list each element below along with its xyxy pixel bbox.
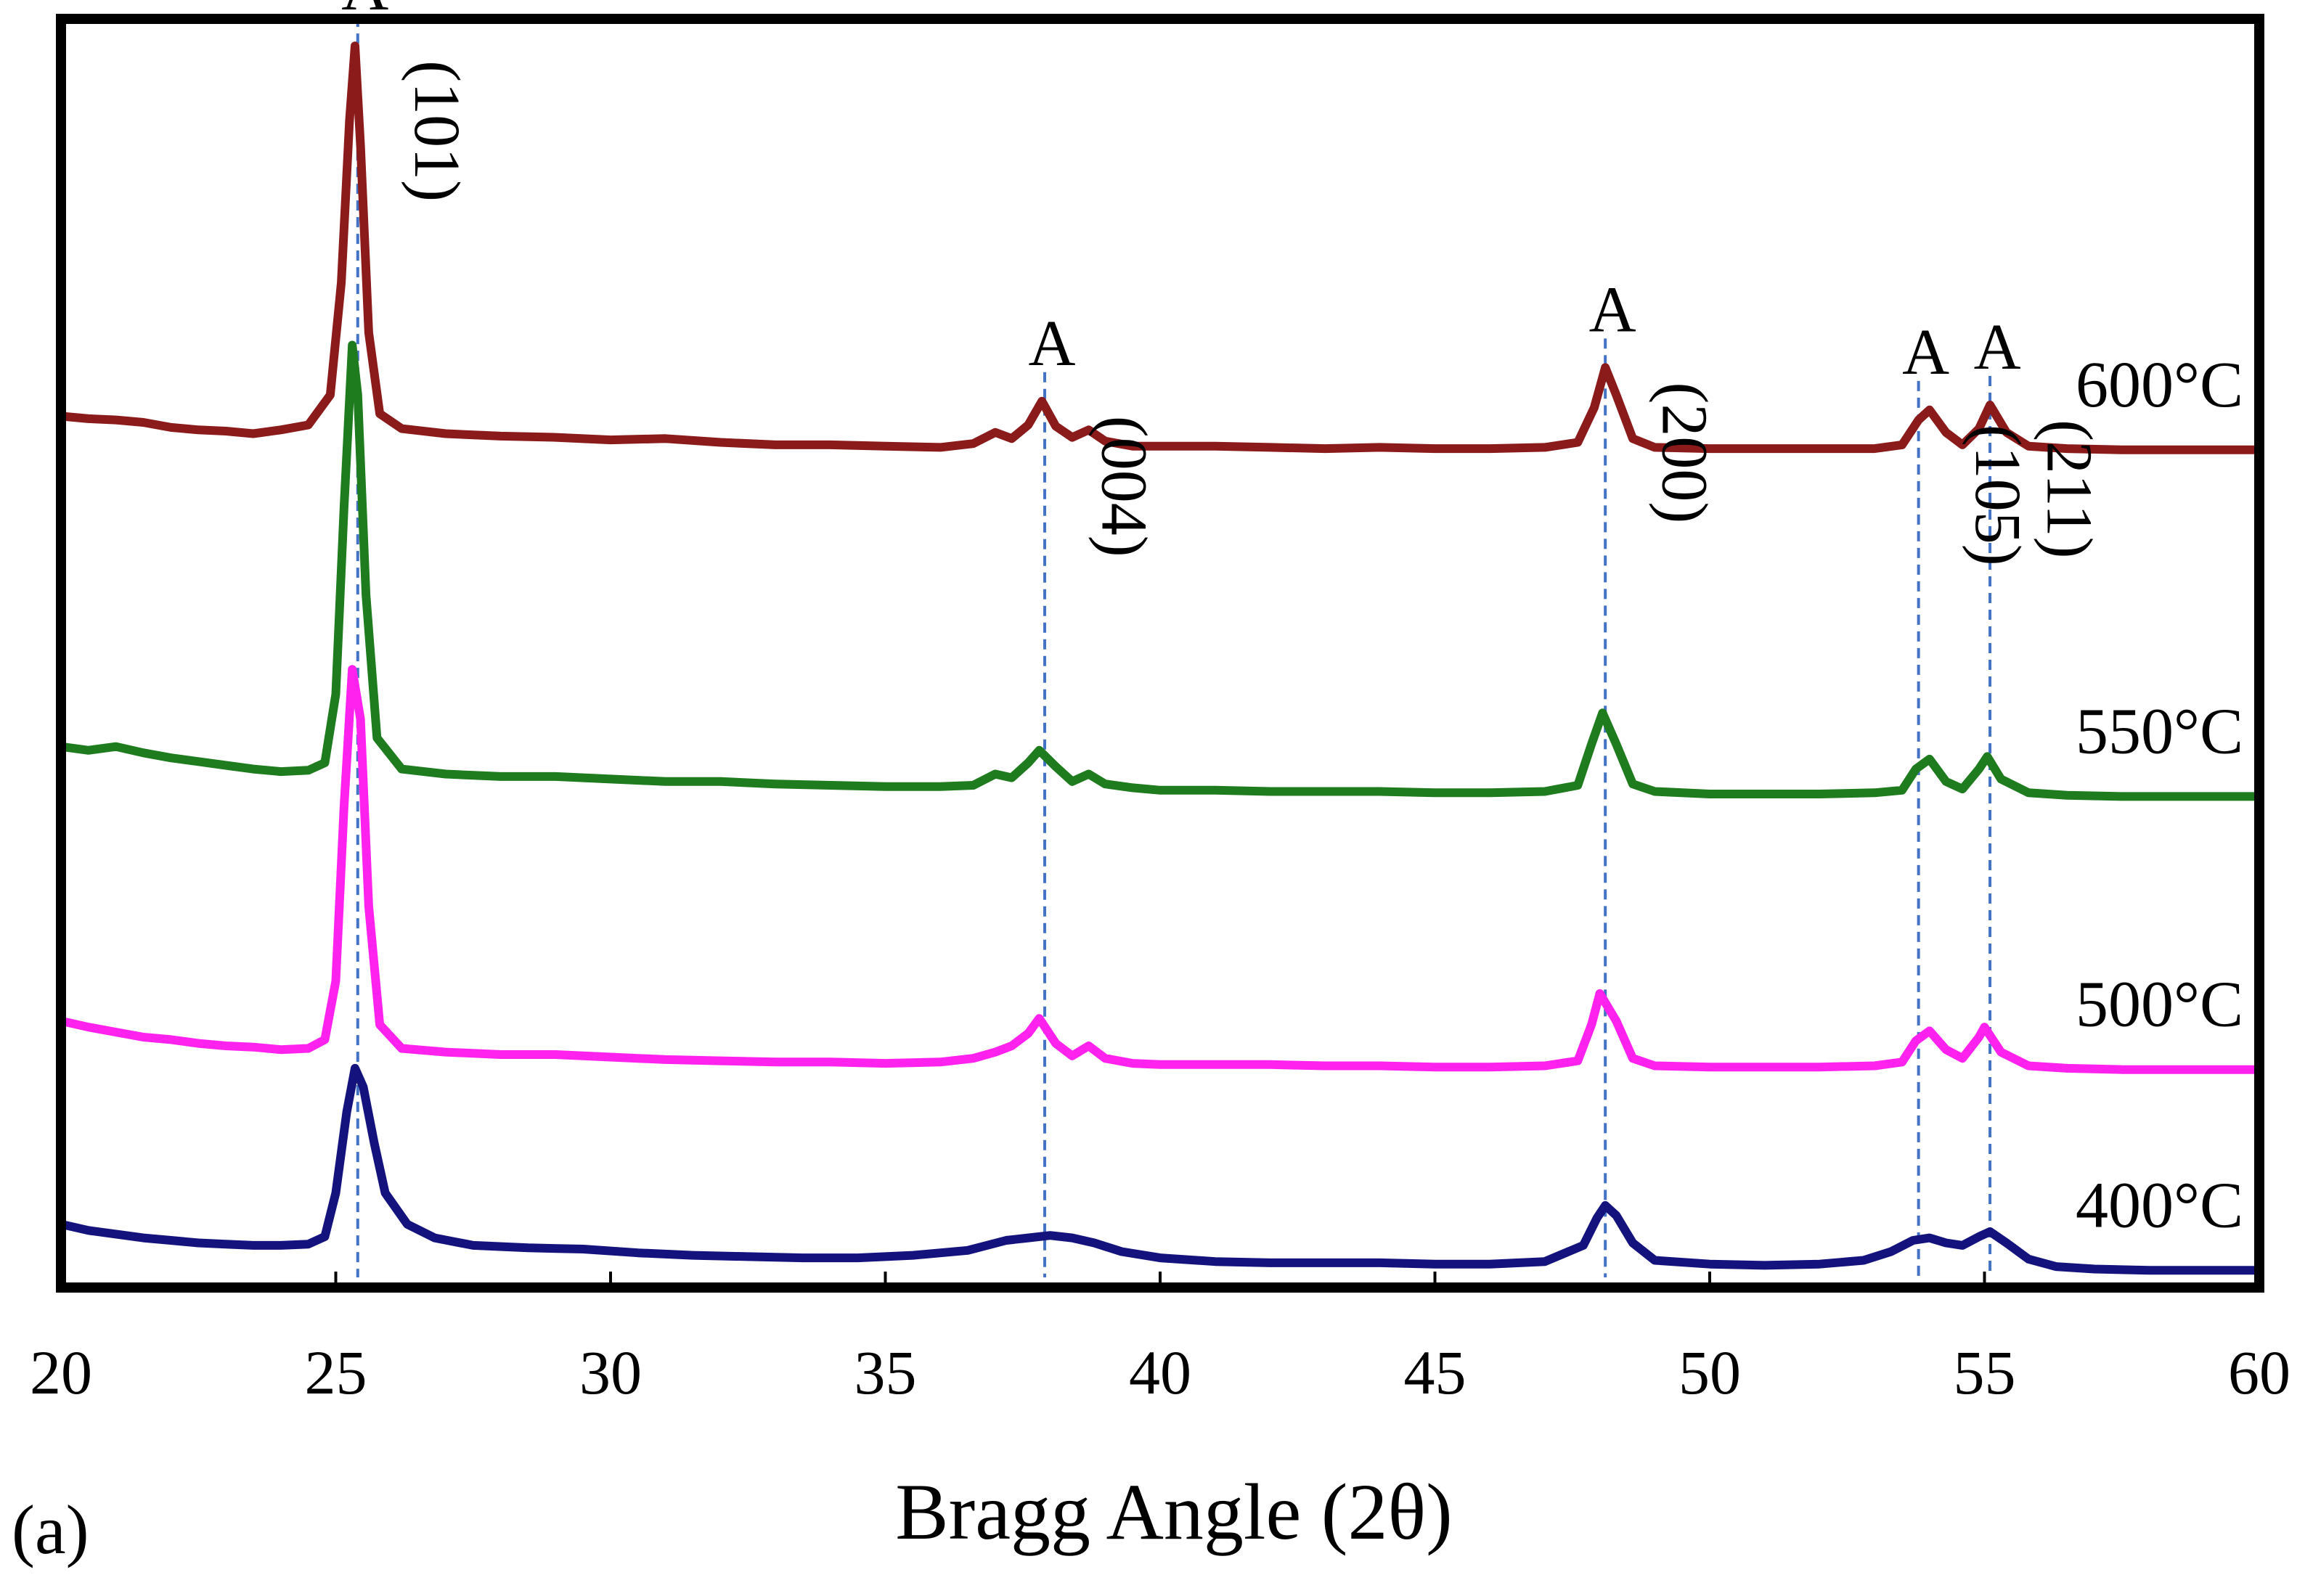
x-tick-label-20: 20 — [30, 1338, 92, 1407]
x-tick-label-30: 30 — [579, 1338, 642, 1407]
series-line-500°C — [57, 665, 2264, 1074]
x-tick-label-35: 35 — [854, 1338, 917, 1407]
hkl-label-(211): (211) — [2033, 420, 2105, 559]
x-tick-label-45: 45 — [1404, 1338, 1466, 1407]
x-axis-title: Bragg Angle (2θ) — [895, 1468, 1453, 1556]
series-line-400°C — [57, 1063, 2264, 1275]
hkl-label-(101): (101) — [401, 60, 473, 202]
phase-label-(211): A — [1974, 311, 2021, 383]
series-label-600°C: 600°C — [2076, 349, 2243, 421]
panel-label: (a) — [12, 1491, 89, 1568]
series-label-500°C: 500°C — [2076, 969, 2243, 1041]
x-tick-label-25: 25 — [305, 1338, 367, 1407]
series-label-400°C: 400°C — [2076, 1169, 2243, 1241]
x-axis-ticks: 20 25 30 35 40 45 50 55 60 — [30, 1272, 2290, 1407]
phase-label-(200): A — [1589, 274, 1636, 345]
series-label-550°C: 550°C — [2076, 695, 2243, 767]
hkl-label-(105): (105) — [1962, 425, 2033, 566]
x-tick-label-50: 50 — [1678, 1338, 1741, 1407]
phase-label-(105): A — [1902, 316, 1949, 388]
series-line-550°C — [57, 340, 2264, 801]
x-tick-label-40: 40 — [1129, 1338, 1191, 1407]
reference-lines — [356, 17, 1992, 1277]
hkl-label-(004): (004) — [1088, 416, 1159, 557]
x-tick-label-60: 60 — [2228, 1338, 2290, 1407]
series-labels: 600°C 550°C 500°C 400°C — [2076, 349, 2243, 1241]
phase-label-(004): A — [1029, 308, 1076, 380]
series-group — [57, 41, 2264, 1275]
x-tick-label-55: 55 — [1954, 1338, 2016, 1407]
hkl-label-(200): (200) — [1649, 382, 1721, 523]
series-line-600°C — [57, 41, 2264, 454]
